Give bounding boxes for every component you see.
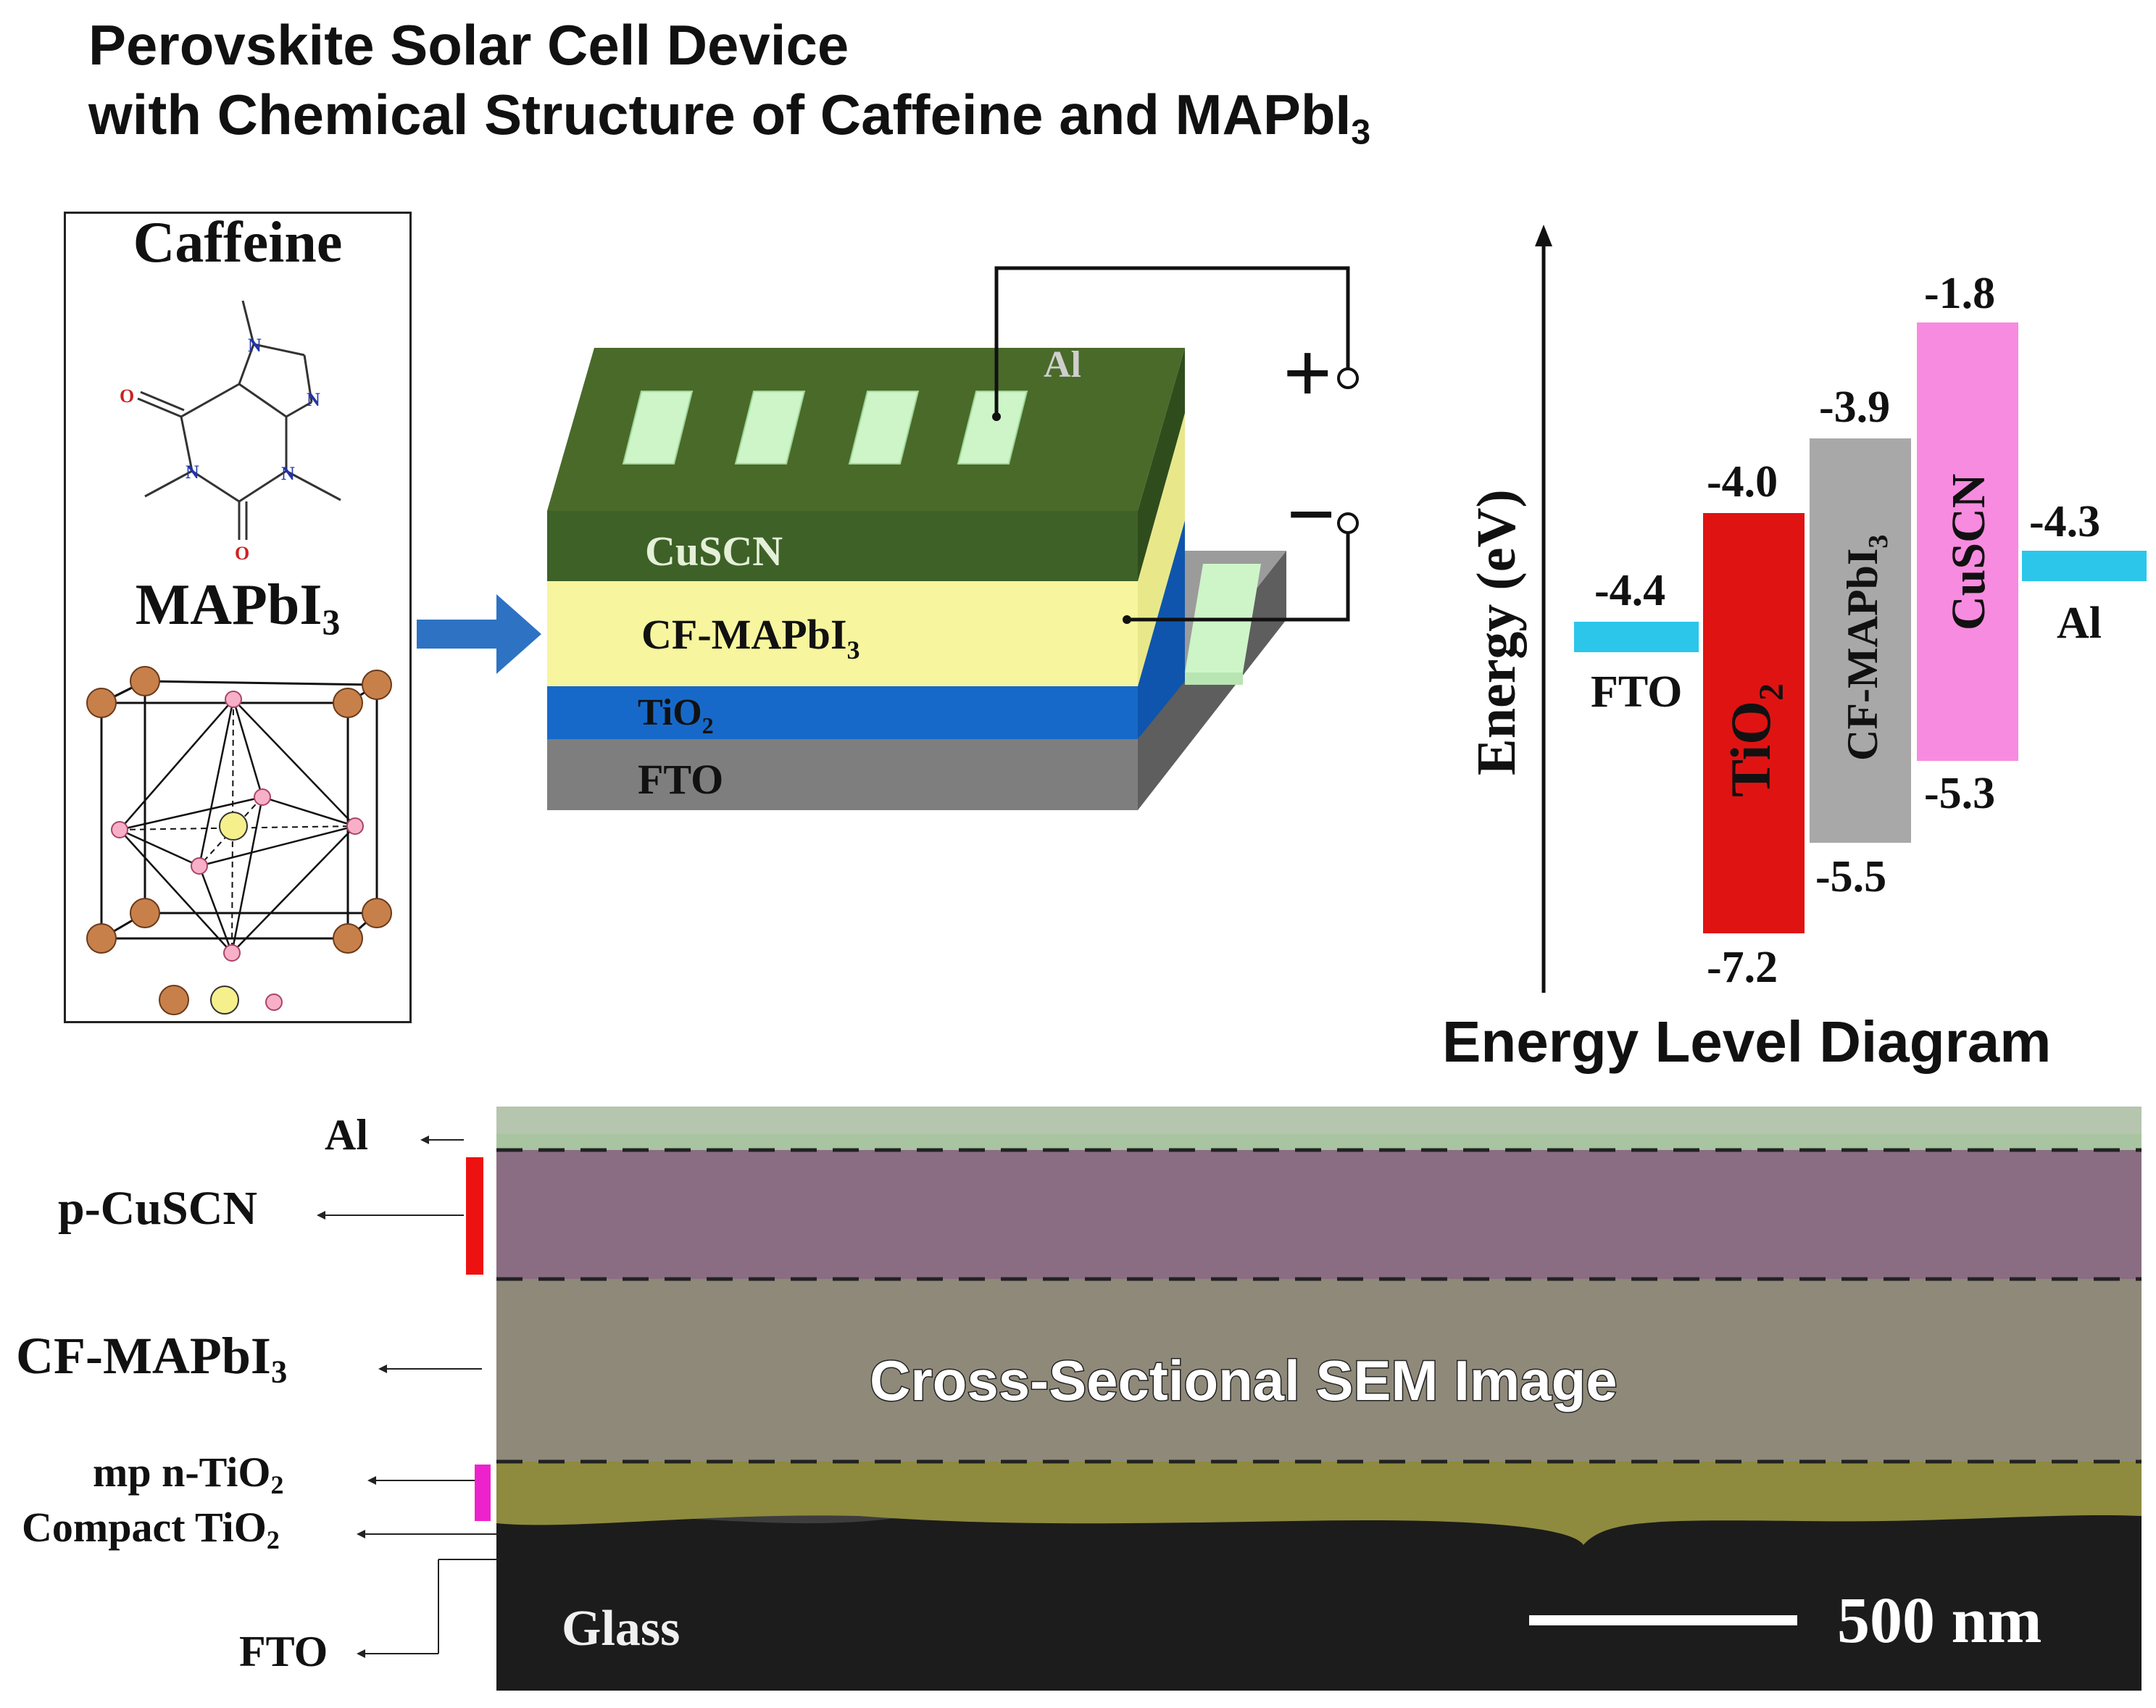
device-label-al: Al [1044, 344, 1081, 386]
atom-n-label: N [248, 335, 262, 356]
sem-layer-pointers [317, 1136, 500, 1658]
blue-arrow [417, 594, 541, 674]
sem-scale-bar-label: 500 nm [1837, 1585, 2042, 1657]
tio2-band-name: TiO2 [1719, 683, 1791, 797]
device-label-cf-mapbi3: CF-MAPbI3 [641, 611, 860, 665]
cuscn-top-value: -1.8 [1924, 269, 1995, 318]
cuscn-bottom-value: -5.3 [1924, 769, 1995, 818]
device-label-fto: FTO [638, 756, 723, 803]
atom-o-label: O [235, 543, 249, 564]
atom-n-label: N [281, 463, 295, 484]
al-level-name: Al [2057, 599, 2102, 648]
axis-arrow-icon [1535, 225, 1552, 246]
al-level-value: -4.3 [2029, 497, 2100, 546]
tio2-band-bar [1703, 513, 1805, 933]
sem-glass-label: Glass [562, 1601, 680, 1657]
tio2-bottom-value: -7.2 [1707, 943, 1778, 992]
atom-o-label: O [120, 386, 134, 407]
energy-diagram-caption: Energy Level Diagram [1442, 1009, 2052, 1074]
title-line-1: Perovskite Solar Cell Device [88, 13, 849, 77]
atom-n-label: N [186, 462, 199, 483]
caffeine-structure: N N N N O O [120, 300, 341, 564]
sem-label-fto: FTO [239, 1628, 328, 1675]
perovskite-crystal-structure [86, 666, 392, 1015]
p-cuscn-marker [466, 1157, 483, 1275]
energy-level-diagram: Energy (eV) -4.4 FTO -4.0 -7.2 TiO2 -3.9… [1466, 225, 2147, 993]
mapbi3-label: MAPbI3 [135, 573, 341, 642]
title-line-2: with Chemical Structure of Caffeine and … [88, 83, 1371, 152]
cuscn-band-name: CuSCN [1942, 474, 1995, 630]
sem-image [496, 1107, 2142, 1691]
figure-title: Perovskite Solar Cell Device with Chemic… [88, 10, 1370, 167]
terminal-minus: − [1286, 466, 1336, 562]
device-label-tio2: TiO2 [638, 692, 714, 738]
device-stack-3d: Al CuSCN CF-MAPbI3 TiO2 FTO + − [547, 266, 1359, 810]
device-label-cuscn: CuSCN [645, 528, 783, 575]
caffeine-label: Caffeine [133, 211, 343, 275]
cf-mapbi3-band-name: CF-MAPbI3 [1839, 535, 1894, 761]
sem-label-p-cuscn: p-CuSCN [58, 1182, 258, 1235]
fto-level-name: FTO [1591, 667, 1682, 717]
cf-mapbi3-bottom-value: -5.5 [1815, 852, 1886, 901]
fto-level-value: -4.4 [1594, 566, 1665, 615]
terminal-plus: + [1283, 325, 1332, 421]
sem-label-compact-tio2: Compact TiO2 [22, 1504, 280, 1555]
sem-label-cf-mapbi3: CF-MAPbI3 [16, 1327, 288, 1390]
sem-label-al: Al [325, 1111, 368, 1159]
energy-axis-label: Energy (eV) [1466, 489, 1527, 775]
tio2-top-value: -4.0 [1707, 457, 1778, 507]
al-level-bar [2022, 551, 2147, 581]
cf-mapbi3-top-value: -3.9 [1819, 383, 1890, 432]
sem-label-mp-tio2: mp n-TiO2 [93, 1449, 284, 1500]
cf-mapbi3-band-bar [1810, 438, 1911, 843]
cuscn-band-bar [1917, 322, 2018, 761]
fto-level-bar [1574, 622, 1699, 652]
atom-n-label: N [307, 389, 320, 410]
molecule-panel [64, 212, 412, 1023]
scale-bar-line [1529, 1615, 1797, 1625]
sem-overlay-title: Cross-Sectional SEM Image [869, 1348, 1619, 1414]
mp-tio2-marker [475, 1465, 491, 1521]
